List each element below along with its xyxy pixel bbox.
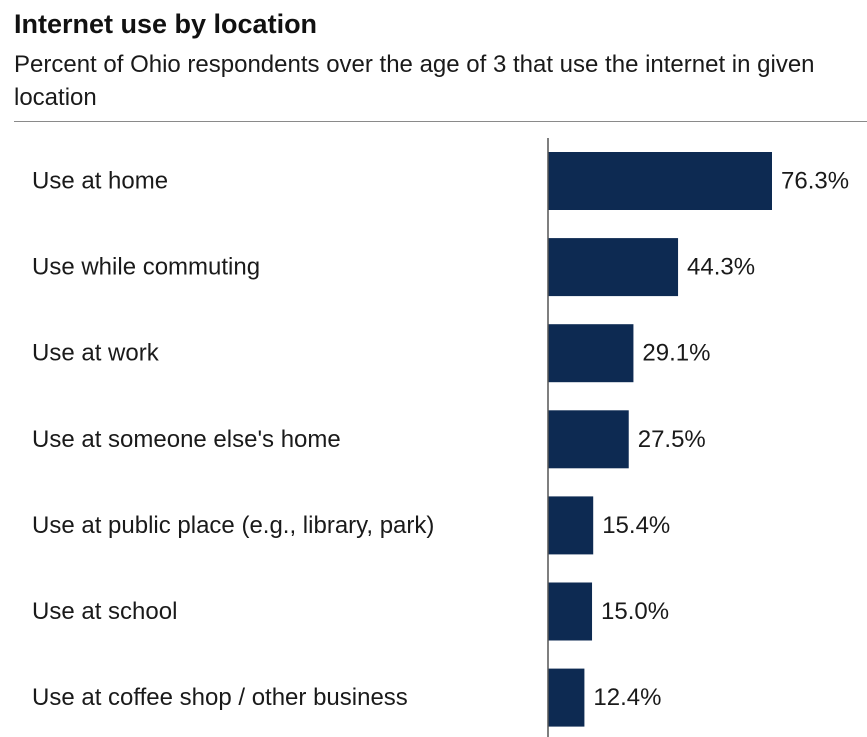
value-labels: 76.3% 44.3% 29.1% 27.5% 15.4% 15.0% 12.4% [593, 168, 849, 712]
bar [548, 238, 679, 297]
value-label: 15.0% [601, 598, 669, 625]
header-divider [14, 121, 867, 122]
category-labels: Use at home Use while commuting Use at wor… [32, 168, 434, 712]
value-label: 29.1% [642, 340, 710, 367]
value-label: 15.4% [602, 512, 670, 539]
value-label: 44.3% [687, 254, 755, 281]
value-label: 12.4% [593, 684, 661, 711]
category-label: Use at home [32, 168, 168, 195]
bars [548, 152, 772, 727]
chart-subtitle: Percent of Ohio respondents over the age… [14, 51, 815, 111]
bar [548, 582, 593, 641]
bar [548, 496, 594, 555]
category-label: Use at school [32, 598, 177, 625]
bar [548, 152, 772, 210]
value-label: 76.3% [781, 168, 849, 195]
category-label: Use at public place (e.g., library, park… [32, 512, 434, 539]
category-label: Use while commuting [32, 254, 260, 281]
bar [548, 324, 634, 383]
bar [548, 410, 629, 469]
category-label: Use at someone else's home [32, 426, 341, 453]
bar [548, 668, 585, 727]
chart-title: Internet use by location [14, 9, 318, 39]
category-label: Use at work [32, 340, 160, 367]
value-label: 27.5% [638, 426, 706, 453]
category-label: Use at coffee shop / other business [32, 684, 408, 711]
